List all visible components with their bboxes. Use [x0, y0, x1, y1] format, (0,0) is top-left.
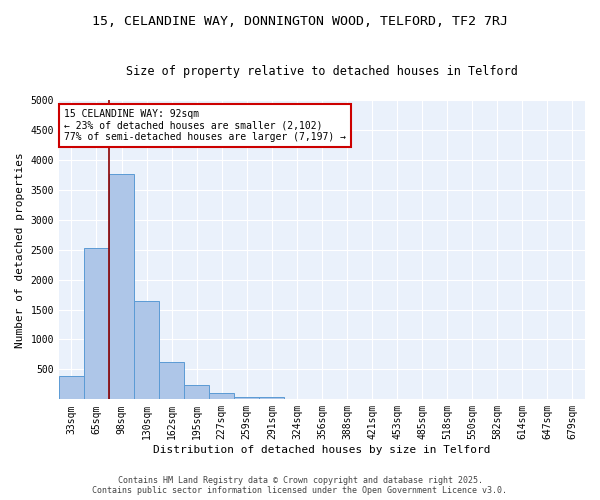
Bar: [209, 394, 234, 400]
Bar: [234, 397, 259, 400]
Bar: [134, 300, 159, 400]
X-axis label: Distribution of detached houses by size in Telford: Distribution of detached houses by size …: [153, 445, 491, 455]
Text: Contains HM Land Registry data © Crown copyright and database right 2025.
Contai: Contains HM Land Registry data © Crown c…: [92, 476, 508, 495]
Bar: [159, 362, 184, 400]
Bar: [59, 376, 84, 400]
Text: 15 CELANDINE WAY: 92sqm
← 23% of detached houses are smaller (2,102)
77% of semi: 15 CELANDINE WAY: 92sqm ← 23% of detache…: [64, 109, 346, 142]
Text: 15, CELANDINE WAY, DONNINGTON WOOD, TELFORD, TF2 7RJ: 15, CELANDINE WAY, DONNINGTON WOOD, TELF…: [92, 15, 508, 28]
Bar: [184, 386, 209, 400]
Title: Size of property relative to detached houses in Telford: Size of property relative to detached ho…: [126, 65, 518, 78]
Bar: [109, 174, 134, 400]
Bar: [259, 397, 284, 400]
Y-axis label: Number of detached properties: Number of detached properties: [15, 152, 25, 348]
Bar: [84, 248, 109, 400]
